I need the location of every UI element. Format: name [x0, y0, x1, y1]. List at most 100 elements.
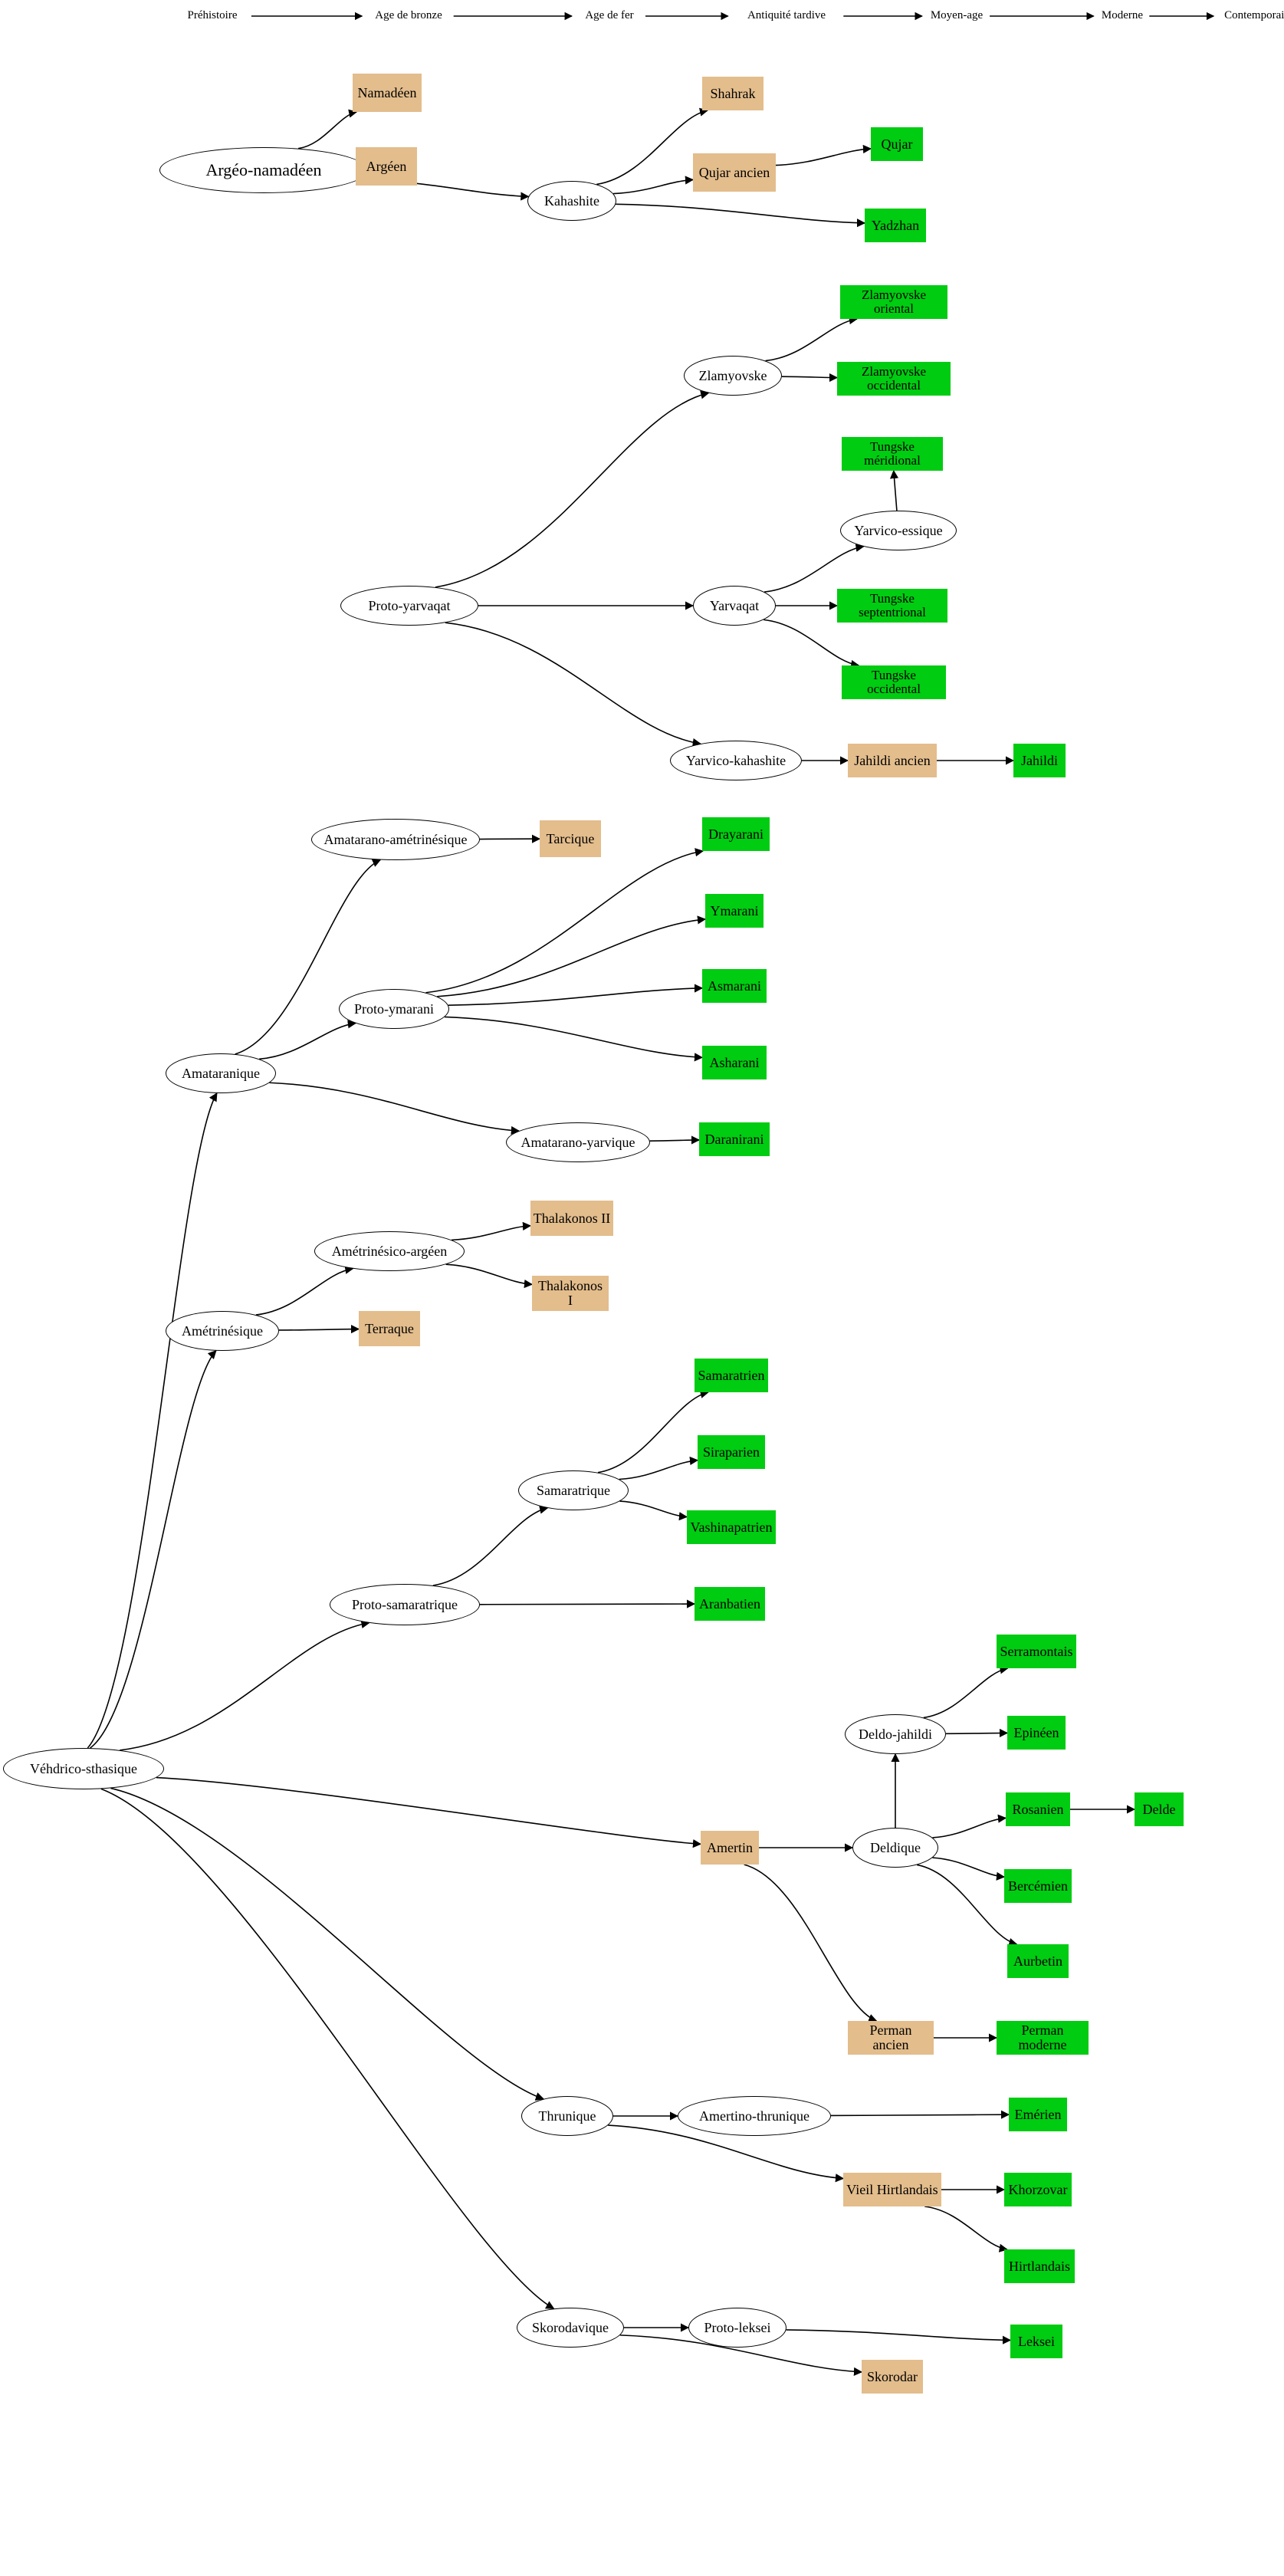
node-label: Terraque [365, 1320, 414, 1336]
node-delde[interactable]: Delde [1135, 1792, 1184, 1826]
node-ametr_argeen[interactable]: Amétrinésico-argéen [314, 1231, 465, 1271]
node-label: Ymarani [710, 902, 759, 918]
node-emerien[interactable]: Emérien [1009, 2098, 1067, 2131]
node-amat_ametr[interactable]: Amatarano-amétrinésique [311, 819, 480, 860]
node-label: Perman ancien [869, 2022, 912, 2052]
node-tungske_occ[interactable]: Tungske occidental [842, 665, 946, 699]
node-rosanien[interactable]: Rosanien [1006, 1792, 1070, 1826]
node-epineen[interactable]: Epinéen [1007, 1716, 1066, 1750]
node-deldique[interactable]: Deldique [852, 1828, 938, 1868]
edge-samaratrique-to-samaratrien [597, 1389, 709, 1474]
node-label: Daranirani [704, 1131, 764, 1147]
edge-proto_samar-to-samaratrique [432, 1505, 549, 1586]
node-perman_ancien[interactable]: Perman ancien [848, 2021, 934, 2055]
node-label: Leksei [1018, 2333, 1055, 2349]
node-label: Amataranique [182, 1065, 260, 1081]
node-vehdrico[interactable]: Véhdrico-sthasique [3, 1748, 164, 1789]
node-perman_moderne[interactable]: Perman moderne [997, 2021, 1089, 2055]
node-proto_yarvaqat[interactable]: Proto-yarvaqat [340, 586, 478, 626]
node-samaratrique[interactable]: Samaratrique [518, 1470, 629, 1510]
node-amertino_thrun[interactable]: Amertino-thrunique [678, 2096, 831, 2136]
node-kahashite[interactable]: Kahashite [527, 181, 616, 221]
node-yarvaqat[interactable]: Yarvaqat [693, 586, 776, 626]
node-vieil_hirt[interactable]: Vieil Hirtlandais [843, 2173, 941, 2206]
node-zlam_oc[interactable]: Zlamyovske occidental [837, 362, 951, 396]
node-aranbatien[interactable]: Aranbatien [695, 1587, 765, 1621]
node-label: Deldique [870, 1839, 921, 1855]
node-tungske_mer[interactable]: Tungske méridional [842, 437, 943, 471]
node-khorzovar[interactable]: Khorzovar [1004, 2173, 1072, 2206]
edge-yarvaqat-to-tungske_occ [764, 619, 860, 669]
node-yarvico_kah[interactable]: Yarvico-kahashite [670, 741, 802, 780]
node-deldo_jahildi[interactable]: Deldo-jahildi [845, 1714, 946, 1754]
node-yadzhan[interactable]: Yadzhan [865, 209, 926, 242]
node-label: Yarvico-kahashite [685, 752, 786, 768]
node-label: Thrunique [538, 2108, 596, 2124]
node-proto_samar[interactable]: Proto-samaratrique [330, 1584, 480, 1625]
node-label: Argéen [366, 158, 407, 174]
node-aurbetin[interactable]: Aurbetin [1007, 1944, 1069, 1978]
node-tarcique[interactable]: Tarcique [540, 820, 601, 857]
node-label: Thalakonos II [533, 1210, 611, 1226]
node-ametrinesique[interactable]: Amétrinésique [166, 1311, 279, 1351]
node-label: Epinéen [1013, 1724, 1059, 1740]
node-jahildi[interactable]: Jahildi [1013, 744, 1066, 777]
node-amertin[interactable]: Amertin [701, 1831, 759, 1865]
node-leksei[interactable]: Leksei [1010, 2325, 1062, 2358]
node-label: Drayarani [708, 826, 764, 842]
edge-ametr_argeen-to-thalakonos2 [451, 1221, 532, 1241]
node-label: Samaratrien [698, 1367, 765, 1383]
node-qujar[interactable]: Qujar [871, 127, 923, 161]
node-thalakonos2[interactable]: Thalakonos II [530, 1201, 613, 1236]
node-thrunique[interactable]: Thrunique [521, 2096, 613, 2136]
node-yarvico_essique[interactable]: Yarvico-essique [840, 511, 957, 550]
edge-deldique-to-aurbetin [917, 1864, 1018, 1947]
node-drayarani[interactable]: Drayarani [702, 817, 770, 851]
node-label: Asharani [709, 1054, 760, 1070]
node-argeen[interactable]: Argéen [356, 147, 417, 186]
node-proto_ymarani[interactable]: Proto-ymarani [339, 989, 449, 1029]
node-siraparien[interactable]: Siraparien [698, 1435, 765, 1469]
node-jahildi_ancien[interactable]: Jahildi ancien [848, 744, 937, 777]
node-shahrak[interactable]: Shahrak [702, 77, 764, 110]
node-daranirani[interactable]: Daranirani [699, 1122, 770, 1156]
node-vashinapatrien[interactable]: Vashinapatrien [687, 1510, 776, 1544]
node-zlam_or[interactable]: Zlamyovske oriental [840, 285, 947, 319]
node-label: Véhdrico-sthasique [30, 1760, 137, 1776]
node-zlamyovske[interactable]: Zlamyovske [684, 356, 782, 396]
node-tungske_sep[interactable]: Tungske septentrional [837, 589, 947, 623]
node-ymarani[interactable]: Ymarani [705, 894, 764, 928]
node-serramontais[interactable]: Serramontais [997, 1635, 1076, 1668]
node-label: Bercémien [1008, 1878, 1068, 1894]
node-hirtlandais[interactable]: Hirtlandais [1004, 2249, 1075, 2283]
node-label: Rosanien [1012, 1801, 1064, 1817]
node-amat_yarvique[interactable]: Amatarano-yarvique [506, 1122, 650, 1162]
node-argeo_namadeen[interactable]: Argéo-namadéen [159, 147, 368, 193]
node-samaratrien[interactable]: Samaratrien [695, 1359, 768, 1392]
edge-amataranique-to-amat_ametr [235, 859, 382, 1055]
edge-vehdrico-to-amataranique [87, 1092, 218, 1749]
node-qujar_ancien[interactable]: Qujar ancien [693, 153, 776, 192]
edge-proto_ymarani-to-ymarani [437, 915, 707, 997]
node-thalakonos1[interactable]: Thalakonos I [532, 1276, 609, 1311]
node-label: Proto-leksei [704, 2319, 771, 2335]
node-label: Vashinapatrien [690, 1519, 773, 1535]
node-namadeen[interactable]: Namadéen [353, 74, 422, 112]
node-asharani[interactable]: Asharani [702, 1046, 767, 1079]
node-asmarani[interactable]: Asmarani [702, 969, 767, 1003]
node-label: Hirtlandais [1009, 2258, 1070, 2274]
edge-proto_ymarani-to-drayarani [425, 848, 704, 994]
node-label: Aranbatien [699, 1595, 760, 1612]
node-label: Proto-ymarani [354, 1001, 434, 1017]
edge-ametrinesique-to-terraque [278, 1324, 360, 1334]
node-skorodar[interactable]: Skorodar [862, 2360, 923, 2394]
node-bercemien[interactable]: Bercémien [1004, 1869, 1072, 1903]
node-terraque[interactable]: Terraque [359, 1311, 420, 1346]
node-label: Shahrak [710, 85, 756, 101]
edge-zlamyovske-to-zlam_oc [781, 373, 839, 383]
node-proto_leksei[interactable]: Proto-leksei [688, 2308, 786, 2348]
node-amataranique[interactable]: Amataranique [166, 1053, 276, 1093]
node-skorodavique[interactable]: Skorodavique [517, 2308, 624, 2348]
node-label: Serramontais [1000, 1643, 1073, 1659]
